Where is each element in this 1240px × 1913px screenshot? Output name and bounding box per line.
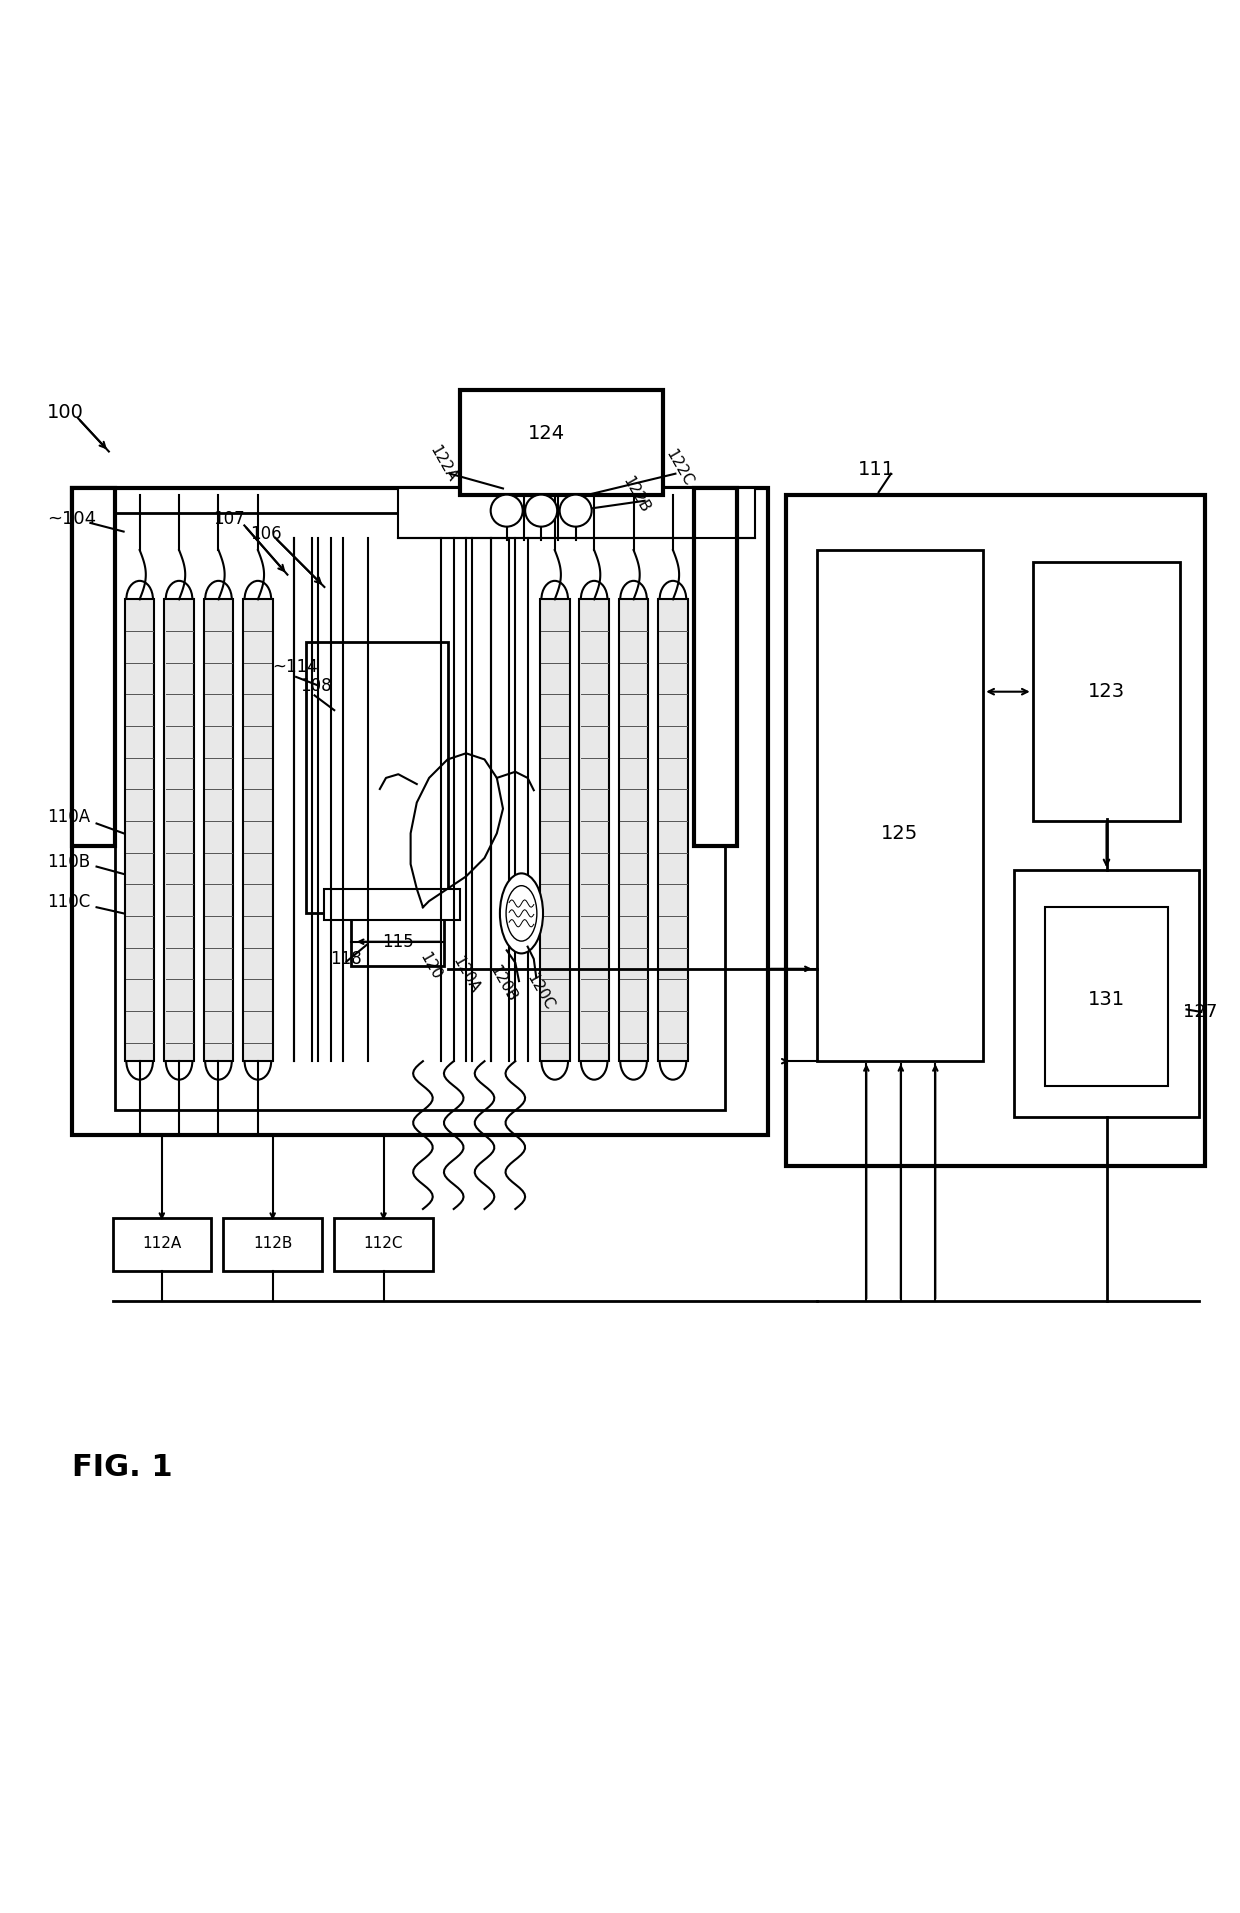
Ellipse shape — [506, 886, 537, 941]
Text: FIG. 1: FIG. 1 — [72, 1454, 172, 1483]
Text: 122B: 122B — [620, 474, 652, 515]
Text: 118: 118 — [331, 951, 362, 968]
Text: 111: 111 — [858, 461, 895, 480]
Text: 100: 100 — [47, 402, 84, 421]
Bar — [164, 599, 193, 1062]
Text: 110A: 110A — [47, 809, 91, 826]
Bar — [203, 599, 233, 1062]
Text: ~104: ~104 — [47, 511, 97, 528]
Bar — [1014, 870, 1199, 1117]
Circle shape — [491, 495, 523, 526]
Bar — [1045, 907, 1168, 1087]
Bar — [335, 1217, 433, 1270]
Text: 110C: 110C — [47, 893, 91, 911]
Bar — [658, 599, 688, 1062]
Bar — [1033, 562, 1180, 821]
Text: 120B: 120B — [487, 962, 520, 1004]
Text: ~114: ~114 — [273, 658, 319, 675]
Bar — [398, 488, 755, 538]
Bar — [817, 551, 983, 1062]
Text: 106: 106 — [250, 524, 283, 543]
Text: 112C: 112C — [363, 1236, 403, 1251]
Bar — [223, 1217, 322, 1270]
Ellipse shape — [500, 874, 543, 953]
Bar — [115, 513, 724, 1110]
Text: 125: 125 — [880, 825, 918, 844]
Bar — [619, 599, 649, 1062]
Bar — [579, 599, 609, 1062]
Circle shape — [526, 495, 557, 526]
Text: 110B: 110B — [47, 853, 91, 870]
Text: 127: 127 — [1183, 1002, 1218, 1022]
Bar — [539, 599, 569, 1062]
Bar — [306, 643, 448, 913]
Bar — [694, 488, 737, 846]
Text: 108: 108 — [300, 677, 331, 694]
Bar — [113, 1217, 211, 1270]
Text: 112B: 112B — [253, 1236, 293, 1251]
Bar — [243, 599, 273, 1062]
Bar — [351, 916, 444, 966]
Text: 107: 107 — [213, 511, 246, 528]
Bar — [325, 890, 460, 920]
Text: 131: 131 — [1087, 991, 1125, 1010]
Text: 120A: 120A — [450, 955, 482, 997]
Text: 123: 123 — [1087, 683, 1125, 702]
Bar — [786, 495, 1205, 1165]
Bar — [72, 488, 768, 1134]
Text: 112A: 112A — [143, 1236, 181, 1251]
Text: 115: 115 — [382, 934, 414, 951]
Text: 122C: 122C — [663, 446, 696, 488]
Bar — [125, 599, 155, 1062]
Text: 124: 124 — [527, 423, 564, 442]
Text: 120: 120 — [417, 951, 444, 983]
Bar — [72, 488, 115, 846]
Bar — [460, 390, 663, 495]
Circle shape — [559, 495, 591, 526]
Text: 122A: 122A — [427, 444, 459, 484]
Text: 120C: 120C — [525, 972, 557, 1014]
